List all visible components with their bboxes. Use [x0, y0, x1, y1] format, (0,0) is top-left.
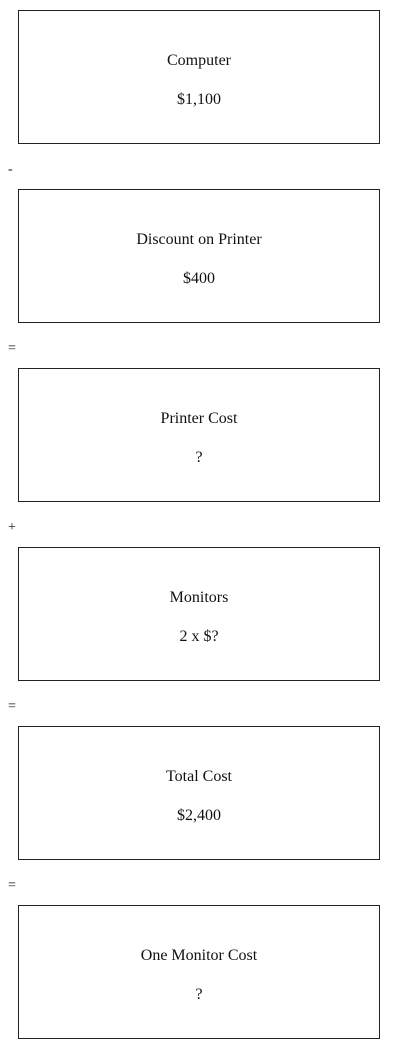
- monitors-label: Monitors: [169, 589, 229, 606]
- printer-cost-label: Printer Cost: [160, 410, 238, 427]
- discount-on-printer-value: $400: [183, 270, 215, 287]
- total-cost-label: Total Cost: [166, 768, 232, 785]
- one-monitor-cost-box: One Monitor Cost ?: [18, 905, 380, 1039]
- discount-on-printer-label: Discount on Printer: [136, 231, 262, 248]
- total-cost-value: $2,400: [177, 807, 221, 824]
- discount-on-printer-box: Discount on Printer $400: [18, 189, 380, 323]
- monitors-box: Monitors 2 x $?: [18, 547, 380, 681]
- minus-operator: -: [8, 162, 13, 177]
- monitors-value: 2 x $?: [179, 628, 219, 645]
- printer-cost-value: ?: [195, 449, 203, 466]
- printer-cost-box: Printer Cost ?: [18, 368, 380, 502]
- computer-value: $1,100: [177, 91, 221, 108]
- computer-box: Computer $1,100: [18, 10, 380, 144]
- one-monitor-cost-label: One Monitor Cost: [140, 947, 258, 964]
- equals-operator: =: [8, 878, 16, 893]
- computer-label: Computer: [167, 52, 231, 69]
- one-monitor-cost-value: ?: [195, 986, 203, 1003]
- plus-operator: +: [8, 520, 16, 535]
- equals-operator: =: [8, 699, 16, 714]
- equals-operator: =: [8, 341, 16, 356]
- total-cost-box: Total Cost $2,400: [18, 726, 380, 860]
